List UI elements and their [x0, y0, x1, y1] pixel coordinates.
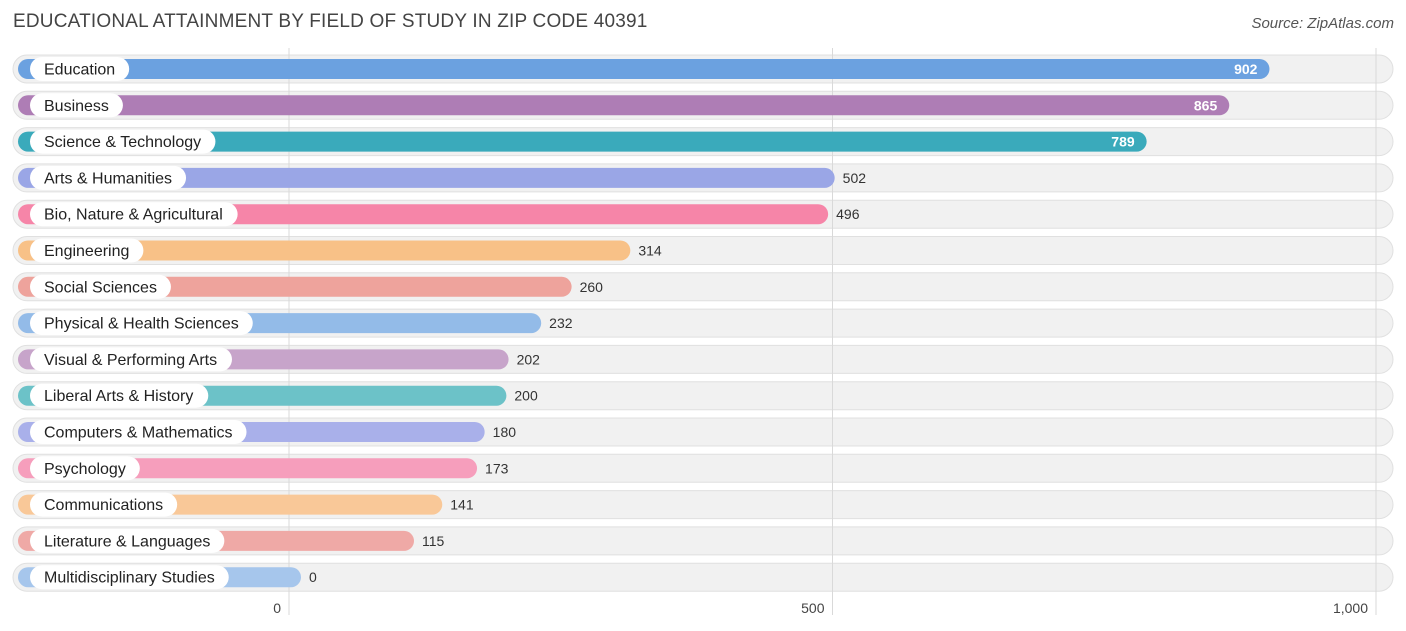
bar[interactable] [18, 95, 1230, 116]
category-label: Physical & Health Sciences [44, 316, 239, 333]
bar-label-pill [30, 202, 238, 227]
value-label: 260 [580, 279, 604, 295]
category-label: Education [44, 62, 115, 79]
bar-label-pill [30, 274, 171, 299]
row-background [12, 562, 1394, 592]
category-label: Bio, Nature & Agricultural [44, 207, 223, 224]
category-label: Multidisciplinary Studies [44, 570, 215, 587]
value-label: 200 [514, 388, 538, 404]
bar-label-pill [30, 93, 123, 118]
bars: Education 902 Business 865 Science & Technol… [18, 57, 1270, 590]
category-label: Social Sciences [44, 279, 157, 296]
bar[interactable] [18, 59, 1270, 79]
category-label: Liberal Arts & History [44, 388, 193, 405]
value-label: 502 [843, 170, 867, 186]
bar[interactable] [18, 167, 835, 188]
value-label: 0 [309, 569, 317, 585]
category-label: Psychology [44, 461, 126, 478]
bar-label-pill [30, 57, 130, 81]
bar-label-pill [30, 165, 187, 190]
bar-label-pill [30, 311, 253, 336]
value-label: 173 [485, 460, 509, 476]
x-axis-ticks: 0 500 1,000 [273, 600, 1368, 616]
bar-label-pill [30, 528, 225, 553]
bar-label-pill [30, 456, 140, 481]
x-tick-label: 1,000 [1333, 600, 1368, 616]
value-label: 496 [836, 206, 860, 222]
bar-label-pill [30, 347, 232, 372]
chart-source: Source: ZipAtlas.com [1251, 15, 1394, 32]
value-label: 202 [517, 351, 541, 367]
category-label: Literature & Languages [44, 533, 210, 550]
bar[interactable] [18, 131, 1147, 152]
chart-title: EDUCATIONAL ATTAINMENT BY FIELD OF STUDY… [13, 11, 648, 32]
value-label: 180 [493, 424, 517, 440]
category-label: Science & Technology [44, 134, 201, 151]
bar-label-pill [30, 238, 144, 263]
category-label: Communications [44, 497, 163, 514]
value-label: 141 [450, 497, 474, 513]
category-label: Arts & Humanities [44, 170, 172, 187]
value-label: 789 [1111, 134, 1135, 150]
bar-label-pill [30, 383, 209, 408]
bar-label-pill [30, 420, 247, 444]
bar-label-pill [30, 129, 216, 154]
value-label: 314 [638, 243, 662, 259]
category-label: Business [44, 98, 109, 115]
bar-label-pill [30, 565, 229, 590]
value-label: 115 [422, 533, 445, 549]
value-label: 232 [549, 315, 573, 331]
category-label: Computers & Mathematics [44, 425, 233, 442]
x-tick-label: 500 [801, 600, 825, 616]
bar[interactable] [18, 240, 631, 261]
value-label: 865 [1194, 97, 1218, 113]
category-label: Visual & Performing Arts [44, 352, 217, 369]
x-tick-label: 0 [273, 600, 281, 616]
value-label: 902 [1234, 61, 1258, 77]
category-label: Engineering [44, 243, 129, 260]
bar-label-pill [30, 492, 178, 517]
